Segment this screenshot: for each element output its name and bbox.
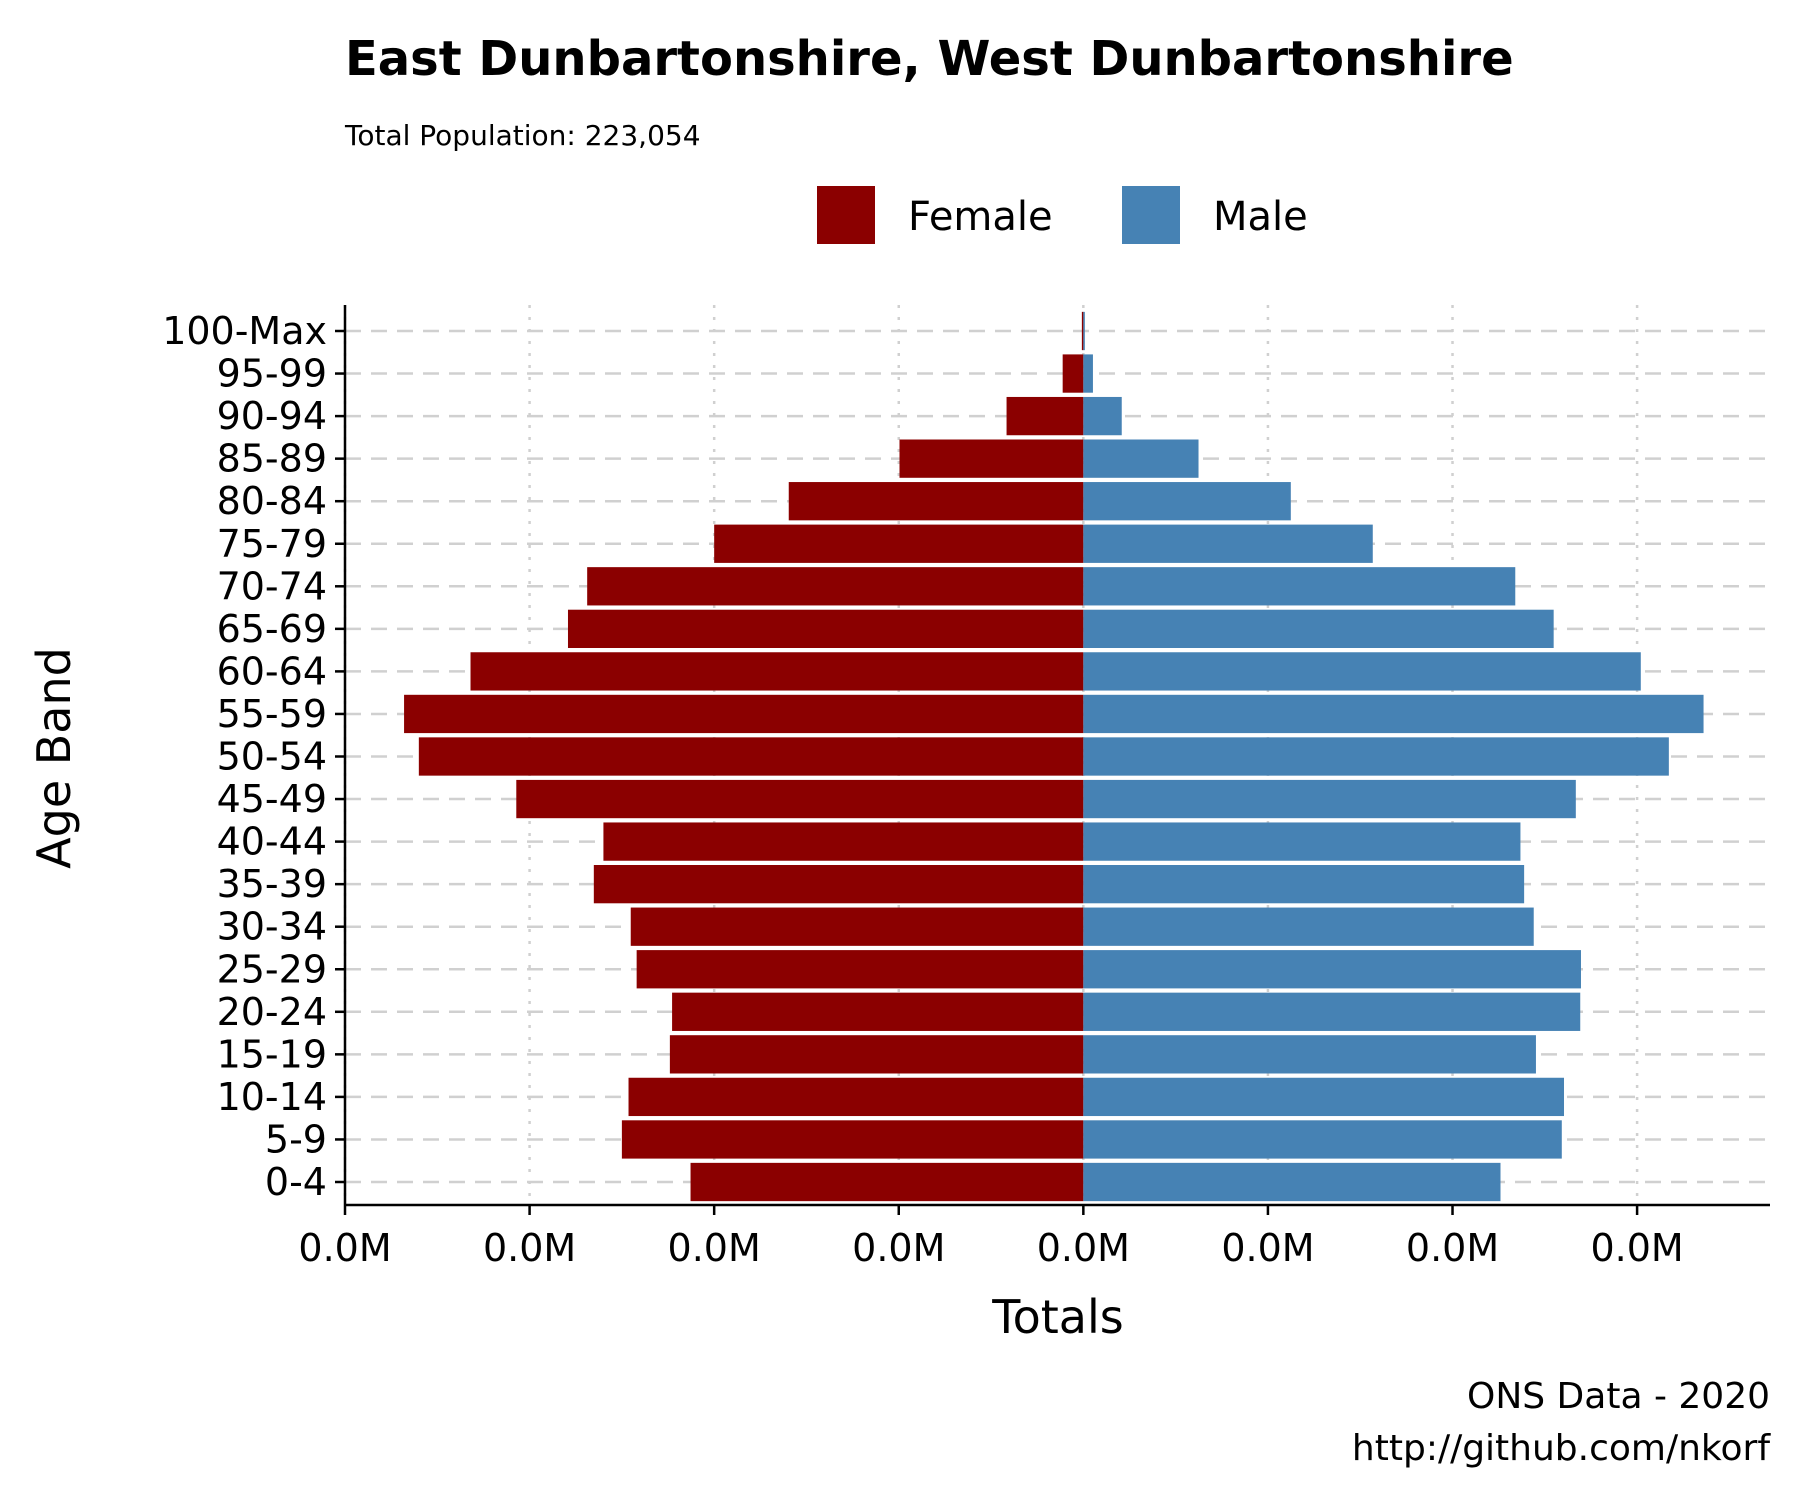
x-tick-label-6: 0.0M xyxy=(1406,1226,1499,1270)
bar-female-70-74 xyxy=(587,567,1084,606)
x-tick-label-7: 0.0M xyxy=(1590,1226,1683,1270)
axes xyxy=(335,305,1770,1215)
bar-male-80-84 xyxy=(1083,482,1291,521)
y-tick-label-25-29: 25-29 xyxy=(217,947,327,991)
bar-male-0-4 xyxy=(1083,1162,1501,1202)
y-tick-label-20-24: 20-24 xyxy=(217,990,327,1034)
bar-male-75-79 xyxy=(1083,524,1373,563)
legend: Female Male xyxy=(817,186,1308,244)
bar-male-50-54 xyxy=(1083,737,1669,776)
legend-swatch-female xyxy=(817,186,875,244)
bar-male-100-Max xyxy=(1083,311,1085,351)
y-tick-label-15-19: 15-19 xyxy=(217,1032,327,1076)
x-tick-label-2: 0.0M xyxy=(668,1226,761,1270)
bar-female-30-34 xyxy=(630,907,1084,946)
bar-male-85-89 xyxy=(1083,439,1199,478)
legend-label-female: Female xyxy=(908,194,1053,240)
caption-source: ONS Data - 2020 xyxy=(1467,1376,1770,1417)
x-tick-label-3: 0.0M xyxy=(852,1226,945,1270)
bar-female-50-54 xyxy=(418,737,1084,776)
y-tick-label-90-94: 90-94 xyxy=(217,394,327,438)
bar-female-20-24 xyxy=(672,992,1084,1031)
bar-female-55-59 xyxy=(404,694,1084,734)
y-tick-labels: 0-45-910-1415-1920-2425-2930-3435-3940-4… xyxy=(162,309,327,1204)
x-tick-labels: 0.0M 0.0M 0.0M 0.0M 0.0M 0.0M 0.0M 0.0M xyxy=(298,1226,1683,1270)
y-axis-title: Age Band xyxy=(27,647,81,869)
x-tick-label-5: 0.0M xyxy=(1221,1226,1314,1270)
bar-male-65-69 xyxy=(1083,609,1554,648)
legend-label-male: Male xyxy=(1213,194,1308,240)
y-tick-label-45-49: 45-49 xyxy=(217,777,327,821)
x-tick-label-0: 0.0M xyxy=(298,1226,391,1270)
chart-title: East Dunbartonshire, West Dunbartonshire xyxy=(345,31,1514,87)
bar-female-75-79 xyxy=(714,524,1084,563)
x-axis-title: Totals xyxy=(991,1290,1123,1344)
chart-subtitle: Total Population: 223,054 xyxy=(344,119,701,152)
y-tick-label-70-74: 70-74 xyxy=(217,564,327,608)
y-tick-label-60-64: 60-64 xyxy=(217,649,327,693)
bar-female-0-4 xyxy=(690,1162,1084,1202)
bar-female-40-44 xyxy=(603,822,1084,861)
y-tick-label-65-69: 65-69 xyxy=(217,607,327,651)
bar-male-30-34 xyxy=(1083,907,1534,946)
bar-female-85-89 xyxy=(899,439,1084,478)
y-tick-label-50-54: 50-54 xyxy=(217,735,327,779)
bar-female-5-9 xyxy=(621,1120,1084,1159)
y-tick-label-85-89: 85-89 xyxy=(217,437,327,481)
y-tick-label-80-84: 80-84 xyxy=(217,479,327,523)
bar-female-35-39 xyxy=(593,865,1084,904)
y-tick-label-75-79: 75-79 xyxy=(217,522,327,566)
bars xyxy=(404,311,1704,1202)
y-tick-label-55-59: 55-59 xyxy=(217,692,327,736)
bar-female-100-Max xyxy=(1081,311,1084,351)
bar-male-55-59 xyxy=(1083,694,1704,734)
bar-male-45-49 xyxy=(1083,779,1576,819)
bar-male-40-44 xyxy=(1083,822,1521,861)
bar-female-80-84 xyxy=(788,482,1084,521)
y-tick-label-95-99: 95-99 xyxy=(217,352,327,396)
y-tick-label-5-9: 5-9 xyxy=(265,1117,327,1161)
bar-male-15-19 xyxy=(1083,1035,1536,1074)
caption-url: http://github.com/nkorf xyxy=(1352,1428,1771,1469)
bar-male-20-24 xyxy=(1083,992,1581,1031)
bar-male-35-39 xyxy=(1083,865,1525,904)
y-tick-label-0-4: 0-4 xyxy=(265,1160,327,1204)
y-tick-label-35-39: 35-39 xyxy=(217,862,327,906)
bar-male-90-94 xyxy=(1083,396,1122,436)
bar-female-15-19 xyxy=(669,1035,1084,1074)
bar-female-45-49 xyxy=(516,779,1084,819)
y-tick-label-100-Max: 100-Max xyxy=(162,309,327,353)
bar-female-60-64 xyxy=(470,652,1084,691)
bar-male-10-14 xyxy=(1083,1077,1565,1117)
bar-male-25-29 xyxy=(1083,950,1581,989)
bar-male-60-64 xyxy=(1083,652,1641,691)
bar-female-25-29 xyxy=(636,950,1084,989)
bar-female-10-14 xyxy=(628,1077,1084,1117)
legend-swatch-male xyxy=(1122,186,1180,244)
bar-female-90-94 xyxy=(1006,396,1084,436)
bar-male-70-74 xyxy=(1083,567,1516,606)
bar-female-65-69 xyxy=(567,609,1084,648)
y-tick-label-40-44: 40-44 xyxy=(217,820,327,864)
x-tick-label-1: 0.0M xyxy=(483,1226,576,1270)
x-tick-label-4: 0.0M xyxy=(1037,1226,1130,1270)
y-tick-label-10-14: 10-14 xyxy=(217,1075,327,1119)
bar-female-95-99 xyxy=(1062,354,1084,393)
bar-male-95-99 xyxy=(1083,354,1093,393)
bar-male-5-9 xyxy=(1083,1120,1562,1159)
y-tick-label-30-34: 30-34 xyxy=(217,905,327,949)
